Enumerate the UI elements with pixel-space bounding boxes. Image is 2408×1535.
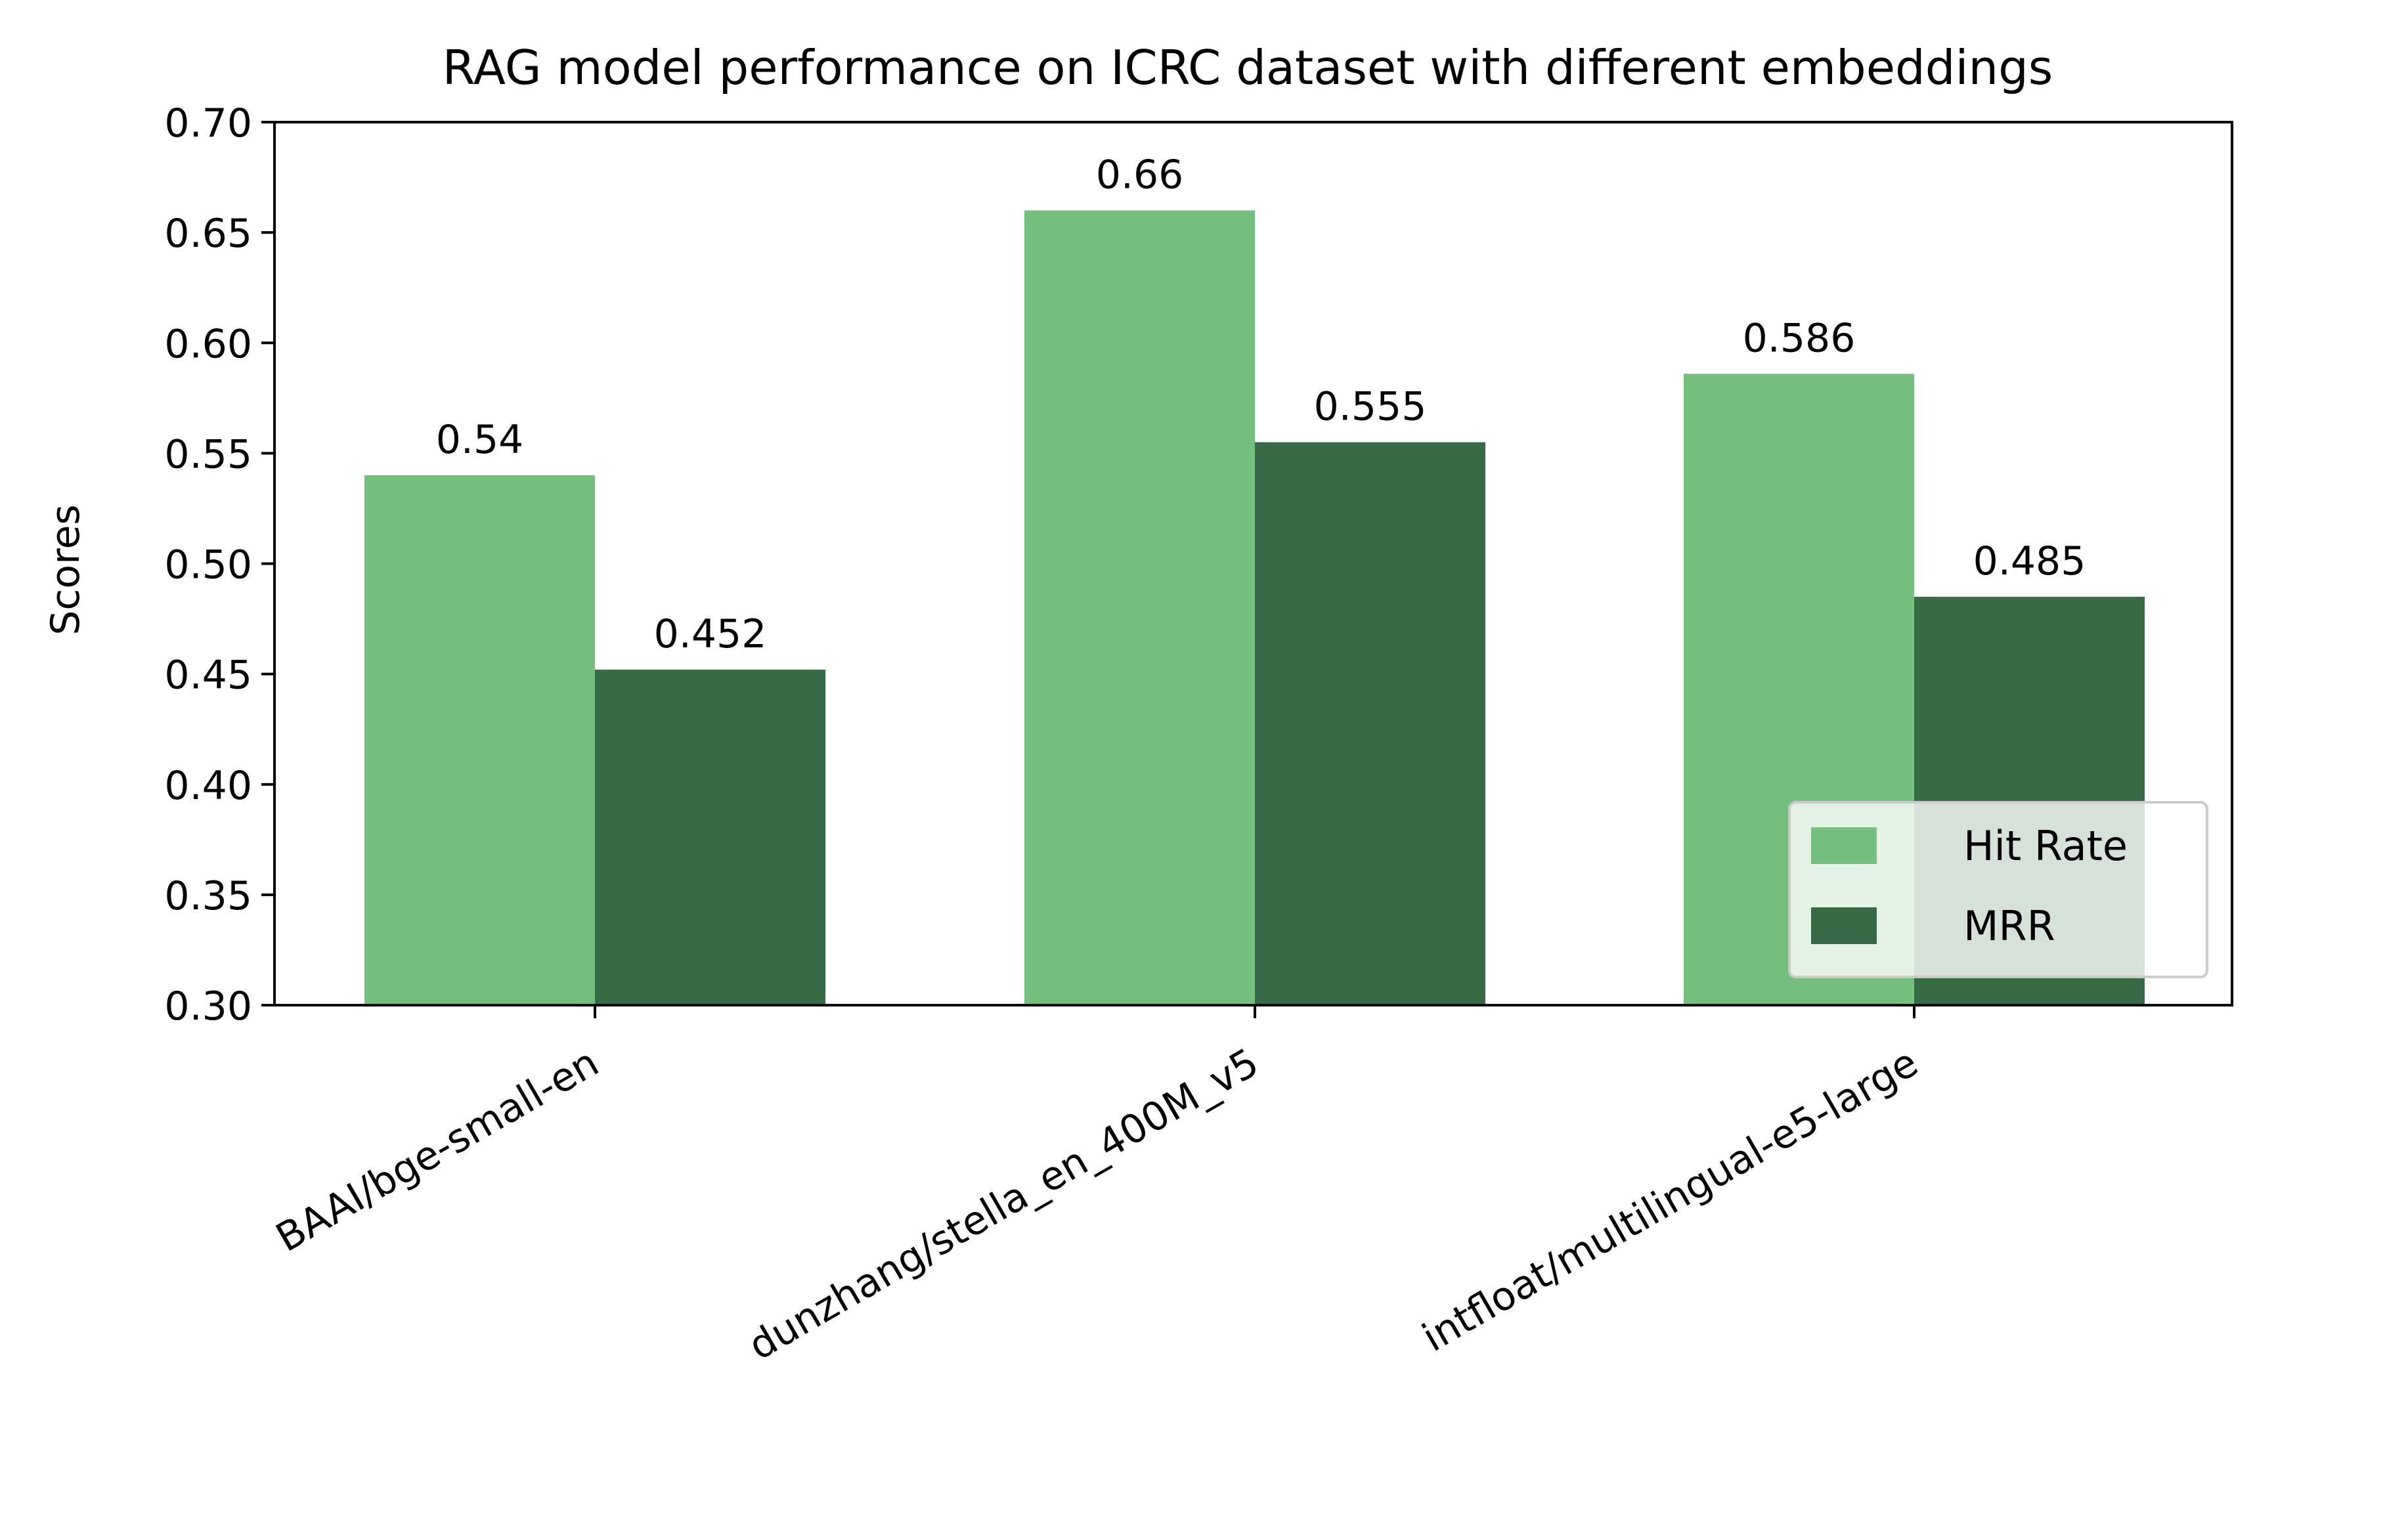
legend: Hit Rate MRR xyxy=(1788,801,2208,978)
y-tick-label: 0.60 xyxy=(164,321,252,367)
y-tick-label: 0.30 xyxy=(164,984,252,1029)
y-tick-label: 0.65 xyxy=(164,211,252,257)
y-tick-label: 0.50 xyxy=(164,542,252,588)
legend-swatch-mrr xyxy=(1811,907,1877,944)
value-label-mrr-2: 0.555 xyxy=(1314,384,1427,430)
legend-label-hit-rate: Hit Rate xyxy=(1963,822,2128,870)
legend-box xyxy=(1788,801,2208,978)
legend-swatch-hit-rate xyxy=(1811,827,1877,864)
y-tick-label: 0.40 xyxy=(164,763,252,809)
y-tick-label: 0.35 xyxy=(164,873,252,919)
value-label-hit-rate-1: 0.54 xyxy=(436,417,524,463)
chart-title: RAG model performance on ICRC dataset wi… xyxy=(443,40,2053,95)
y-axis: 0.30 0.35 0.40 0.45 0.50 0.55 0.60 0.65 0.70 xyxy=(164,100,274,1029)
bar-hit-rate-2 xyxy=(1024,210,1255,1005)
value-labels-layer: 0.54 0.66 0.586 0.452 0.555 0.485 xyxy=(436,152,2086,657)
legend-label-mrr: MRR xyxy=(1963,902,2055,950)
value-label-mrr-3: 0.485 xyxy=(1973,538,2086,584)
value-label-hit-rate-3: 0.586 xyxy=(1743,315,1856,361)
bar-mrr-2 xyxy=(1255,442,1485,1005)
value-label-hit-rate-2: 0.66 xyxy=(1096,152,1184,198)
bars-layer xyxy=(364,210,2145,1005)
value-label-mrr-1: 0.452 xyxy=(654,611,767,657)
y-tick-label: 0.45 xyxy=(164,653,252,699)
bar-hit-rate-1 xyxy=(364,475,595,1005)
y-tick-label: 0.70 xyxy=(164,100,252,146)
y-tick-label: 0.55 xyxy=(164,431,252,477)
plot-frame xyxy=(273,121,2233,1006)
bar-mrr-1 xyxy=(595,669,825,1005)
y-axis-label: Scores xyxy=(43,504,89,635)
